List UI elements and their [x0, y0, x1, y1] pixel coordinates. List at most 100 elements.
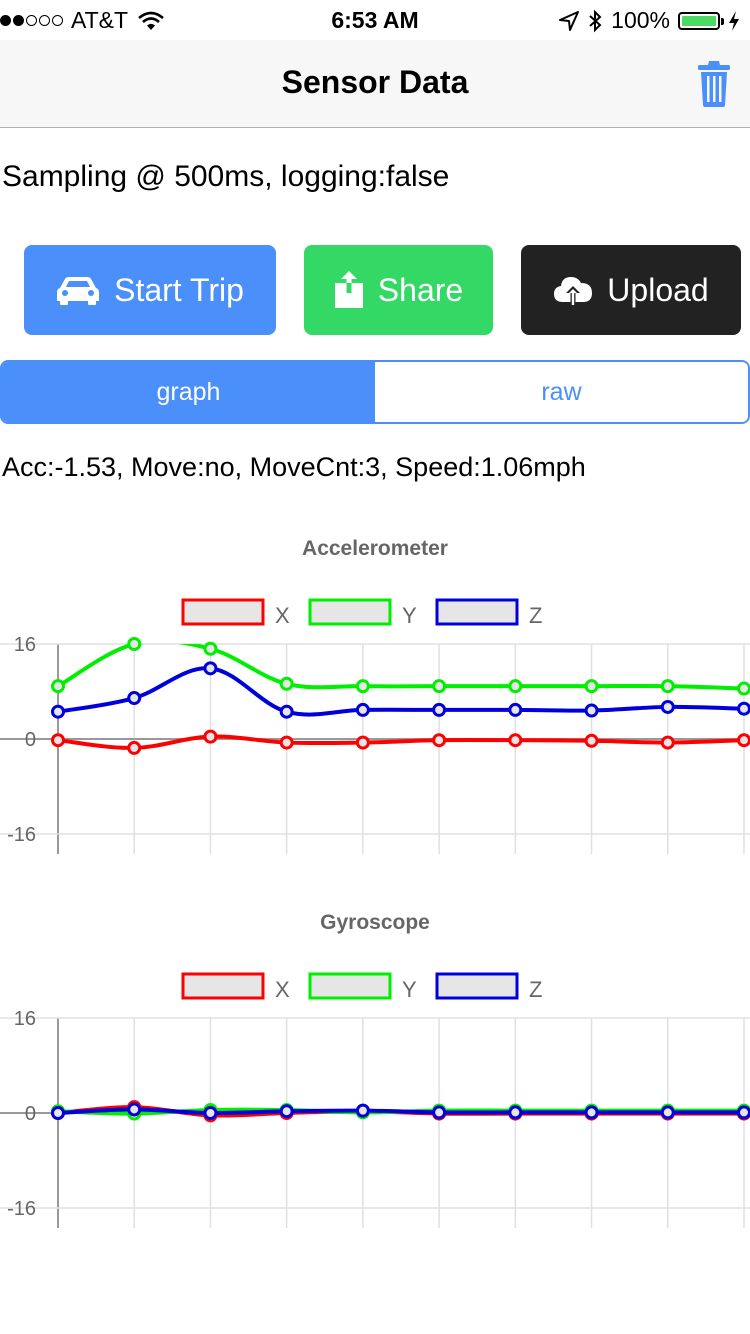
series-line-z [57, 1107, 744, 1116]
y-tick-label: 0 [25, 729, 36, 751]
legend-label: Y [402, 603, 417, 628]
data-point-x [355, 735, 370, 750]
upload-label: Upload [607, 271, 709, 308]
data-point-x [508, 733, 523, 748]
legend-item-x[interactable]: X [181, 972, 290, 1002]
data-point-z [508, 1105, 523, 1120]
status-bar: AT&T 6:53 AM 100% [0, 0, 750, 40]
navigation-bar: Sensor Data [0, 40, 750, 128]
segment-raw[interactable]: raw [375, 362, 748, 422]
share-button[interactable]: Share [304, 245, 493, 335]
data-point-y [584, 679, 599, 694]
data-point-z [127, 691, 142, 706]
sampling-status: Sampling @ 500ms, logging:false [2, 160, 450, 193]
battery-level-fill [682, 15, 716, 26]
data-point-z [584, 1105, 599, 1120]
data-point-x [279, 735, 294, 750]
charging-bolt-icon [729, 10, 739, 31]
legend-label: Y [402, 977, 417, 1002]
legend-item-z[interactable]: Z [435, 972, 542, 1002]
series-line-y [57, 644, 745, 691]
signal-dot [0, 15, 11, 26]
gyroscope-chart: Gyroscope X Y Z 16 0 -16 [0, 911, 750, 1228]
data-point-z [279, 1104, 294, 1119]
data-point-x [737, 733, 750, 748]
data-point-y [660, 679, 675, 694]
motion-status: Acc:-1.53, Move:no, MoveCnt:3, Speed:1.0… [2, 452, 586, 482]
data-point-z [660, 699, 675, 714]
legend-swatch [181, 972, 265, 1000]
data-point-z [432, 702, 447, 717]
legend-item-y[interactable]: Y [308, 598, 417, 628]
data-point-z [51, 1106, 65, 1120]
data-point-z [660, 1105, 675, 1120]
battery-icon [678, 11, 724, 30]
data-point-y [127, 637, 142, 651]
y-tick-label: 0 [25, 1103, 36, 1125]
cloud-upload-icon [554, 277, 593, 305]
data-point-y [203, 641, 218, 656]
signal-dot [39, 15, 50, 26]
view-segmented-control: graph raw [0, 360, 750, 424]
legend-label: Z [529, 977, 542, 1002]
data-point-z [355, 702, 370, 717]
data-point-x [127, 740, 142, 755]
signal-dot [13, 15, 24, 26]
y-tick-label: 16 [14, 634, 36, 656]
legend-item-y[interactable]: Y [308, 972, 417, 1002]
data-point-y [508, 679, 523, 694]
data-point-z [508, 702, 523, 717]
data-point-z [203, 661, 218, 676]
data-point-z [279, 704, 294, 719]
share-icon [334, 271, 363, 308]
signal-dot [26, 15, 37, 26]
upload-button[interactable]: Upload [521, 245, 741, 335]
start-trip-button[interactable]: Start Trip [24, 245, 276, 335]
legend-swatch [435, 972, 519, 1000]
series-line-x [57, 734, 745, 750]
share-label: Share [377, 271, 464, 308]
data-point-z [737, 701, 750, 716]
segment-graph[interactable]: graph [2, 362, 375, 422]
wifi-icon [138, 11, 164, 30]
car-icon [57, 277, 100, 305]
signal-strength-icon [0, 15, 63, 26]
data-point-y [432, 679, 447, 694]
data-point-x [203, 729, 218, 744]
start-trip-label: Start Trip [114, 271, 244, 308]
legend-label: Z [529, 603, 542, 628]
chart-title: Accelerometer [302, 537, 448, 560]
data-point-z [203, 1106, 218, 1120]
legend-swatch [435, 598, 519, 626]
y-tick-label: 16 [14, 1008, 36, 1030]
y-tick-label: -16 [7, 824, 36, 846]
carrier-name: AT&T [71, 7, 129, 33]
legend-swatch [308, 598, 392, 626]
legend-item-x[interactable]: X [181, 598, 290, 628]
legend-swatch [308, 972, 392, 1000]
y-tick-label: -16 [7, 1198, 36, 1220]
trash-icon[interactable] [696, 58, 732, 108]
series-line-z [57, 666, 745, 717]
legend-label: X [275, 977, 290, 1002]
data-point-z [355, 1103, 370, 1118]
data-point-z [432, 1105, 447, 1120]
data-point-y [51, 679, 65, 694]
legend-swatch [181, 598, 265, 626]
page-title: Sensor Data [281, 64, 469, 100]
data-point-y [355, 679, 370, 694]
legend-label: X [275, 603, 290, 628]
data-point-y [737, 681, 750, 696]
data-point-x [432, 733, 447, 748]
accelerometer-chart: Accelerometer X Y Z 16 0 -16 [0, 537, 750, 854]
data-point-z [51, 704, 65, 719]
data-point-z [737, 1105, 750, 1120]
legend-item-z[interactable]: Z [435, 598, 542, 628]
chart-title: Gyroscope [320, 911, 430, 934]
data-point-x [51, 733, 65, 748]
status-time: 6:53 AM [331, 7, 419, 33]
data-point-x [660, 735, 675, 750]
status-left: AT&T [0, 7, 164, 34]
data-point-z [584, 703, 599, 718]
data-point-z [127, 1102, 142, 1117]
